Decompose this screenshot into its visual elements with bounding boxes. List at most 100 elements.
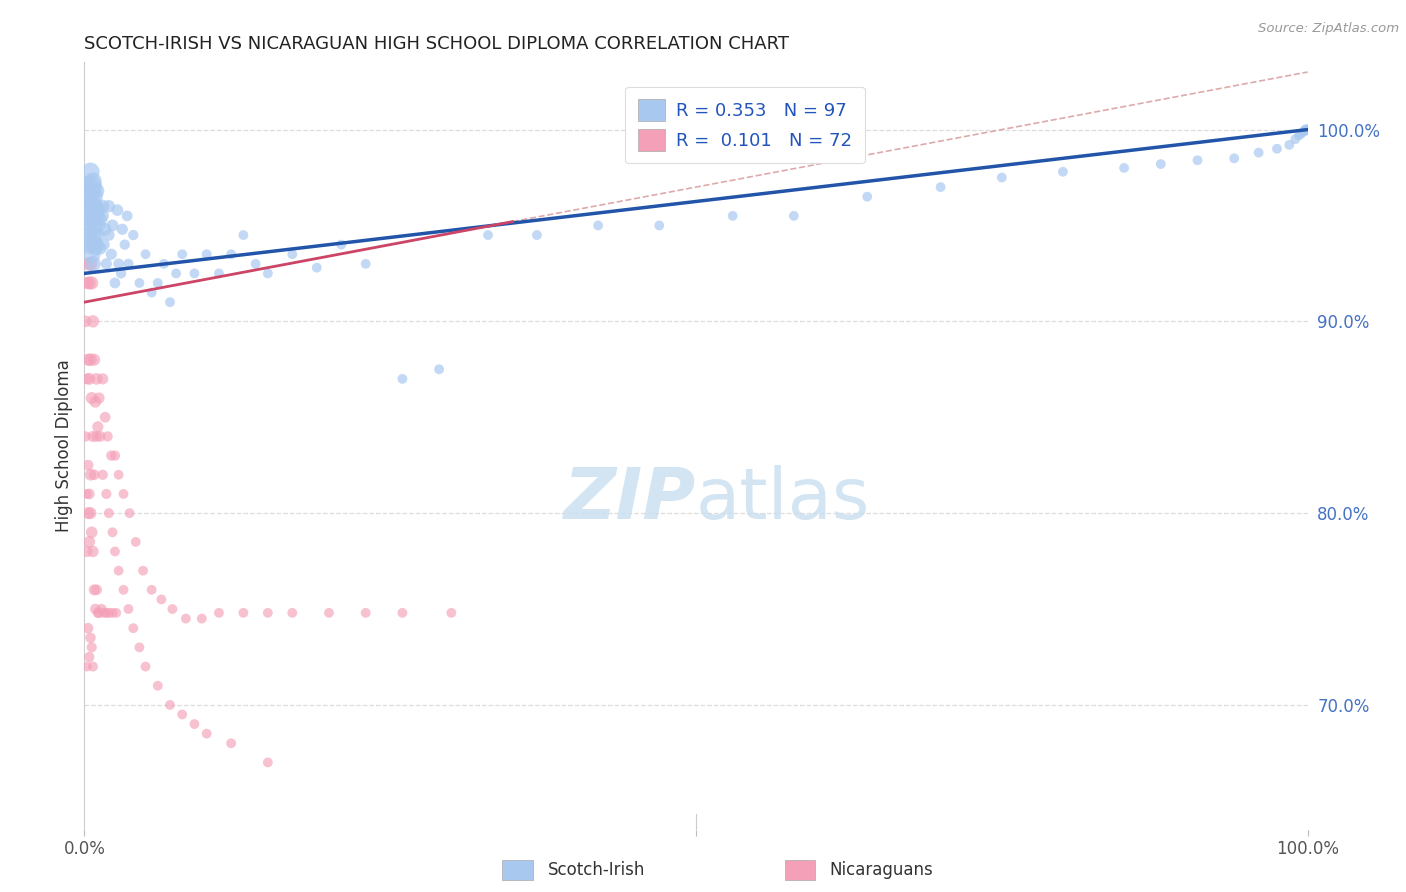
Point: [83, 203, 105, 218]
Point: [97, 199, 120, 213]
Point: [354, 606, 377, 620]
Point: [929, 180, 952, 194]
Point: [1296, 122, 1319, 136]
Point: [91, 209, 114, 223]
Point: [219, 247, 242, 261]
Point: [96, 487, 118, 501]
Point: [75, 429, 97, 443]
Point: [89, 429, 111, 443]
Point: [125, 534, 148, 549]
Point: [82, 257, 104, 271]
Point: [80, 189, 103, 203]
Point: [80, 219, 103, 233]
Point: [1291, 127, 1313, 141]
Point: [77, 458, 100, 473]
Point: [76, 276, 98, 290]
Point: [82, 199, 104, 213]
Point: [477, 227, 499, 242]
Point: [105, 606, 128, 620]
Point: [77, 237, 100, 252]
Point: [107, 564, 129, 578]
Point: [84, 209, 107, 223]
Point: [146, 679, 169, 693]
Text: SCOTCH-IRISH VS NICARAGUAN HIGH SCHOOL DIPLOMA CORRELATION CHART: SCOTCH-IRISH VS NICARAGUAN HIGH SCHOOL D…: [84, 35, 789, 53]
Point: [141, 582, 163, 597]
Point: [195, 727, 218, 741]
Point: [183, 717, 205, 731]
Point: [112, 487, 135, 501]
Point: [93, 237, 115, 252]
Point: [82, 314, 104, 328]
Point: [77, 199, 100, 213]
Point: [93, 606, 115, 620]
Bar: [502, 860, 533, 880]
Point: [122, 227, 145, 242]
Point: [84, 242, 107, 256]
Point: [991, 170, 1014, 185]
Point: [97, 227, 120, 242]
Point: [128, 276, 150, 290]
Point: [83, 352, 105, 367]
Point: [82, 174, 104, 188]
Point: [219, 736, 242, 750]
Point: [87, 606, 110, 620]
Text: ZIP: ZIP: [564, 466, 696, 534]
Point: [76, 487, 98, 501]
Point: [318, 606, 340, 620]
Point: [80, 391, 103, 405]
Point: [77, 621, 100, 635]
Point: [1052, 165, 1074, 179]
Point: [77, 650, 100, 665]
Point: [83, 237, 105, 252]
Bar: [785, 860, 815, 880]
Point: [783, 209, 806, 223]
Point: [118, 506, 141, 520]
Point: [1292, 124, 1315, 138]
Point: [141, 285, 163, 300]
Point: [354, 257, 377, 271]
Point: [107, 467, 129, 482]
Point: [856, 189, 879, 203]
Point: [232, 227, 254, 242]
Point: [150, 592, 173, 607]
Point: [101, 606, 124, 620]
Point: [132, 564, 155, 578]
Point: [128, 640, 150, 655]
Point: [114, 237, 136, 252]
Point: [172, 707, 194, 722]
Point: [79, 631, 101, 645]
Point: [257, 756, 280, 770]
Point: [87, 606, 110, 620]
Point: [232, 606, 254, 620]
Point: [76, 544, 98, 558]
Point: [83, 467, 105, 482]
Point: [86, 237, 108, 252]
Legend: R = 0.353   N = 97, R =  0.101   N = 72: R = 0.353 N = 97, R = 0.101 N = 72: [626, 87, 865, 163]
Point: [1247, 145, 1270, 160]
Point: [100, 449, 122, 463]
Point: [77, 372, 100, 386]
Point: [79, 180, 101, 194]
Point: [174, 612, 197, 626]
Point: [135, 247, 157, 261]
Point: [77, 506, 100, 520]
Point: [1150, 157, 1173, 171]
Point: [245, 257, 267, 271]
Point: [101, 525, 124, 540]
Point: [84, 602, 107, 616]
Point: [87, 227, 110, 242]
Point: [153, 257, 176, 271]
Point: [172, 247, 194, 261]
Point: [104, 449, 127, 463]
Point: [721, 209, 744, 223]
Point: [110, 266, 132, 280]
Point: [183, 266, 205, 280]
Point: [281, 247, 304, 261]
Point: [159, 295, 181, 310]
Point: [82, 659, 104, 673]
Point: [76, 199, 98, 213]
Point: [330, 237, 353, 252]
Point: [79, 237, 101, 252]
Point: [94, 222, 117, 236]
Point: [97, 429, 120, 443]
